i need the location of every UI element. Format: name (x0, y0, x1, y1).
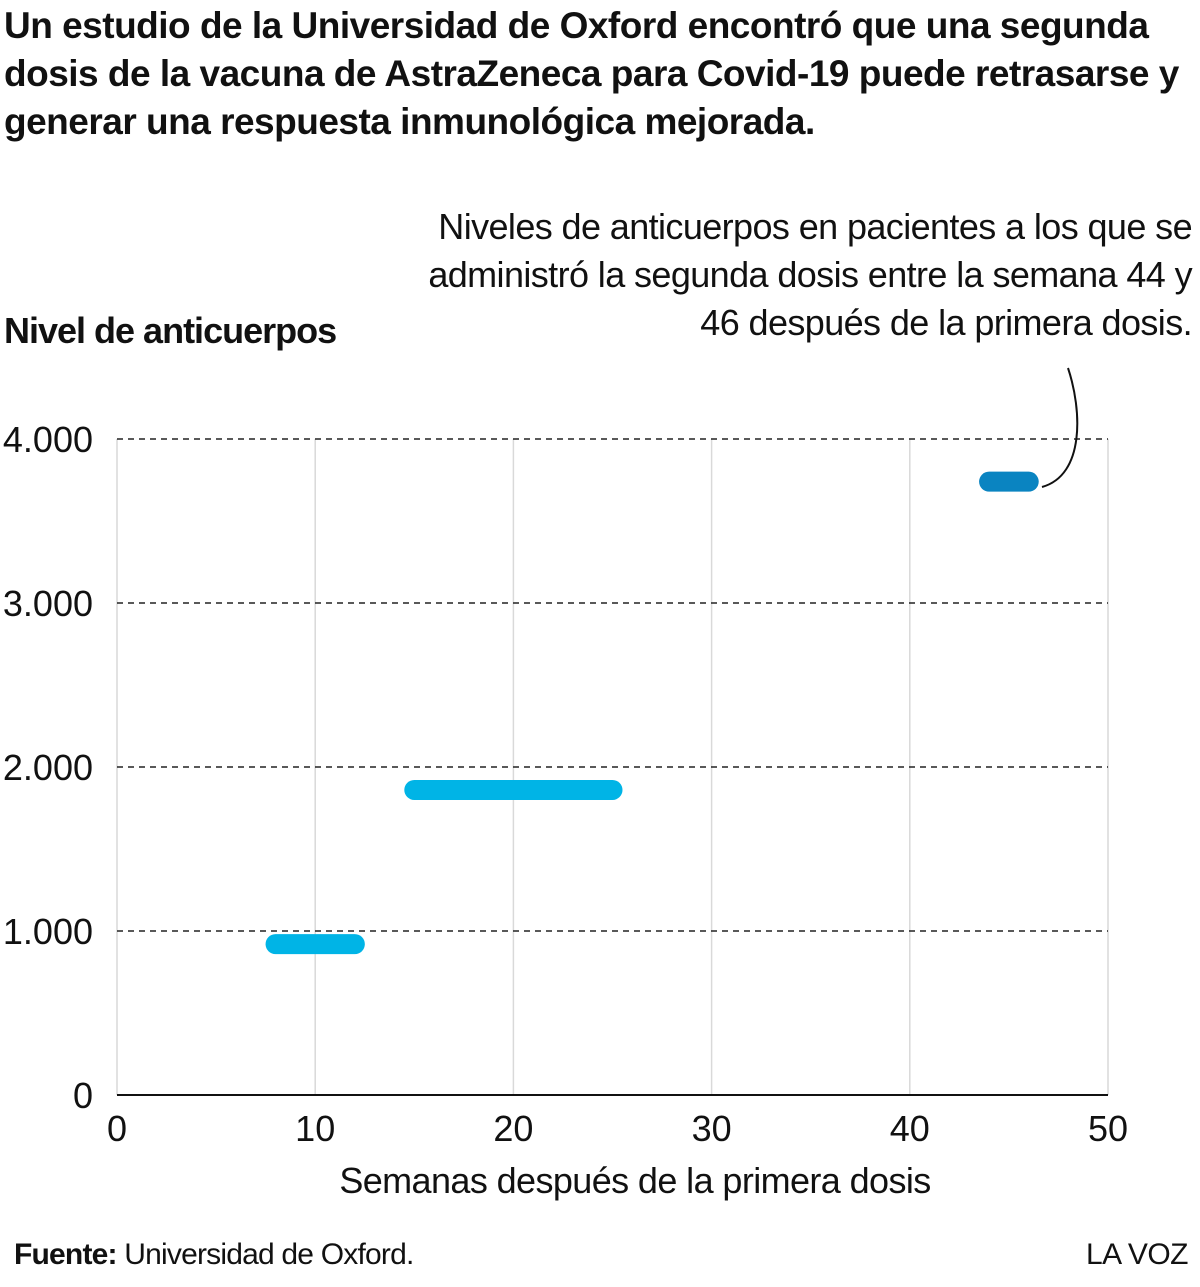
x-tick-labels: 0 10 20 30 40 50 (107, 1108, 1128, 1149)
chart-title: Un estudio de la Universidad de Oxford e… (4, 5, 1179, 142)
y-tick-labels: 0 1.000 2.000 3.000 4.000 (3, 419, 93, 1116)
y-tick-label: 4.000 (3, 419, 93, 460)
x-tick-label: 40 (890, 1108, 930, 1149)
x-tick-label: 0 (107, 1108, 127, 1149)
y-tick-label: 1.000 (3, 911, 93, 952)
brand-logo: LA VOZ (1085, 1238, 1189, 1271)
x-tick-label: 30 (692, 1108, 732, 1149)
source-text: Universidad de Oxford. (124, 1238, 414, 1271)
source-label: Fuente: (14, 1238, 118, 1271)
source-line: Fuente: Universidad de Oxford. (14, 1238, 414, 1272)
y-axis-label: Nivel de anticuerpos (4, 310, 337, 351)
x-tick-label: 50 (1088, 1108, 1128, 1149)
annotation-text: Niveles de anticuerpos en pacientes a lo… (428, 206, 1192, 343)
x-axis-label: Semanas después de la primera dosis (339, 1160, 931, 1201)
y-tick-label: 2.000 (3, 747, 93, 788)
y-tick-label: 0 (73, 1075, 93, 1116)
range-bars (265, 471, 1039, 955)
x-tick-label: 20 (493, 1108, 533, 1149)
y-tick-label: 3.000 (3, 583, 93, 624)
x-tick-label: 10 (295, 1108, 335, 1149)
annotation-leader-line (1041, 367, 1079, 488)
horizontal-gridlines (117, 438, 1108, 932)
